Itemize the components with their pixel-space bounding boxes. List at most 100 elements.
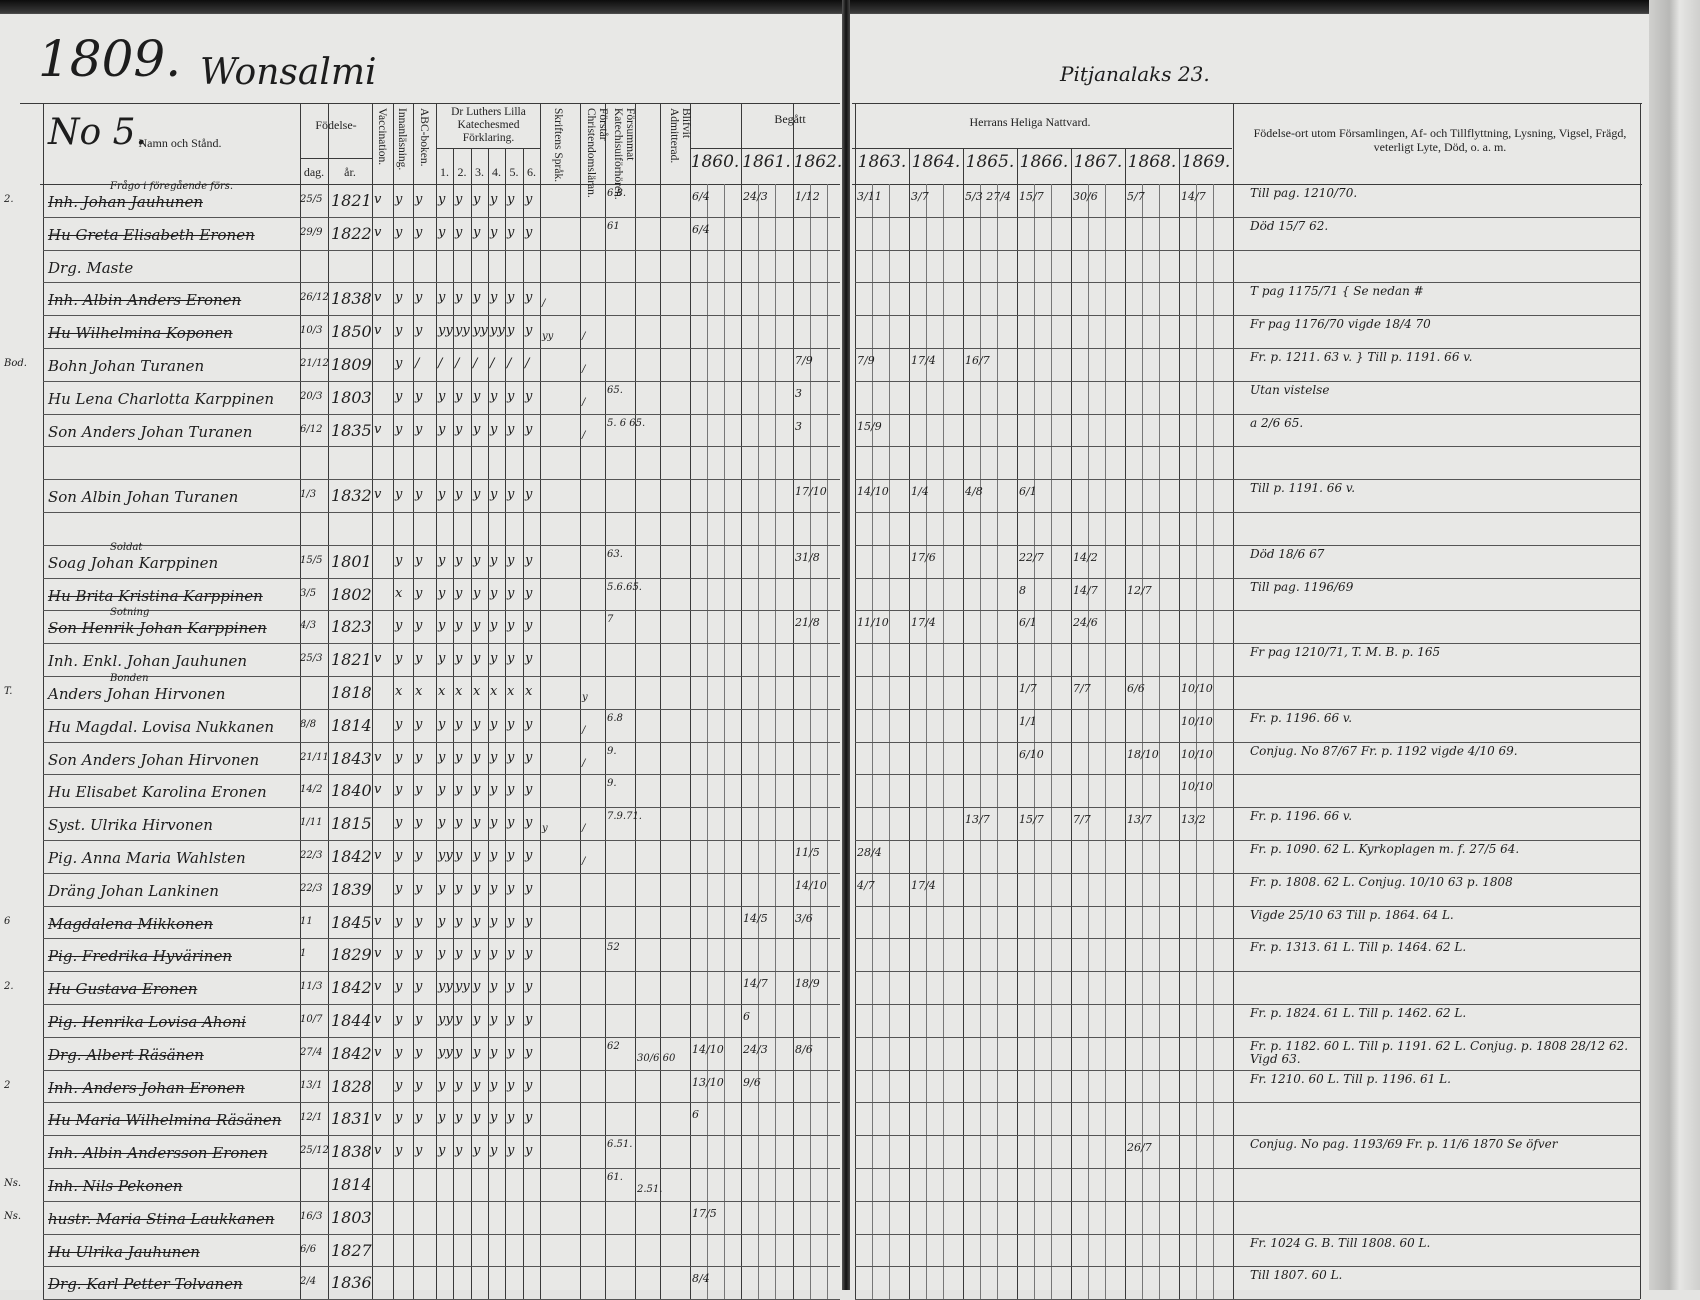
exam-mark: yy	[438, 1012, 453, 1027]
rule-line	[855, 1233, 1640, 1235]
exam-mark: y	[438, 946, 446, 962]
exam-mark: y	[525, 1044, 533, 1060]
rule-line	[43, 774, 840, 776]
exam-mark: y	[490, 618, 498, 634]
exam-mark: y	[395, 1110, 403, 1126]
remark-text: Vigde 25/10 63 Till p. 1864. 64 L.	[1250, 907, 1454, 922]
exam-mark: y	[415, 651, 423, 667]
exam-mark: x	[473, 684, 481, 699]
header-catechism: Dr Luthers Lilla Katechesmed Förklaring.	[451, 106, 526, 144]
exam-mark: y	[438, 782, 446, 798]
remark-text: Till p. 1191. 66 v.	[1250, 481, 1356, 496]
exam-mark: y	[473, 1110, 481, 1126]
communion-date: 11/10	[857, 616, 889, 630]
communion-date: 7/7	[1073, 813, 1091, 827]
person-name: Hu Brita Kristina Karppinen	[48, 586, 263, 605]
exam-mark: y	[525, 782, 533, 798]
rule-line	[471, 148, 472, 1300]
exam-mark: y	[525, 388, 533, 404]
exam-mark: y	[507, 651, 515, 667]
communion-date: 18/10	[1127, 747, 1159, 761]
exam-mark: x	[395, 684, 403, 699]
register-row: Pig. Henrika Lovisa Ahoni 10/7 1844 v y y yy y y…	[0, 1004, 1650, 1037]
exam-mark: y	[438, 388, 446, 404]
exam-mark: y	[395, 388, 403, 404]
birth-year: 1840	[331, 781, 372, 801]
rule-line	[43, 1102, 840, 1104]
exam-mark: v	[374, 749, 382, 765]
exam-mark: y	[525, 979, 533, 995]
birth-day: 20/3	[300, 390, 323, 402]
header-bottom-rule	[40, 184, 840, 185]
communion-date: 14/2	[1073, 550, 1098, 564]
exam-mark: y	[473, 815, 481, 831]
rule-line	[855, 938, 1640, 940]
communion-date: 6/6	[1127, 682, 1145, 695]
person-name: Hu Magdal. Lovisa Nukkanen	[48, 717, 275, 736]
communion-date: 14/10	[857, 485, 889, 499]
rule-line	[43, 249, 840, 251]
exam-mark: y	[473, 848, 481, 863]
rule-line	[855, 1036, 1640, 1038]
birth-year: 1845	[331, 912, 372, 932]
exam-mark: y	[507, 749, 515, 765]
exam-mark: y	[473, 1012, 481, 1027]
birth-day: 10/7	[300, 1014, 323, 1025]
exam-mark: y	[415, 388, 423, 404]
exam-mark: y	[490, 1012, 498, 1027]
exam-mark: yy	[455, 323, 470, 339]
communion-date: 8	[1019, 583, 1026, 597]
exam-note: 5.6.65.	[607, 581, 642, 593]
exam-mark: y	[455, 782, 463, 798]
exam-mark: /	[455, 356, 460, 371]
birth-year: 1843	[331, 748, 372, 768]
exam-mark: y	[455, 815, 463, 831]
person-name: Son Anders Johan Hirvonen	[48, 750, 260, 769]
header-scripture: Skriftens Språk.	[552, 108, 564, 183]
remark-text: Fr. p. 1211. 63 v. } Till p. 1191. 66 v.	[1250, 350, 1473, 364]
birth-day: 11/3	[300, 981, 323, 993]
register-row: Drg. Karl Petter Tolvanen 2/4 1836 8/4 Till …	[0, 1266, 1650, 1299]
remark-text: Fr. p. 1196. 66 v.	[1250, 710, 1353, 725]
exam-mark: v	[374, 487, 382, 503]
birth-day: 2/4	[300, 1276, 317, 1288]
rule-line	[855, 774, 1640, 776]
exam-mark: y	[490, 913, 498, 929]
register-row: Hu Elisabet Karolina Eronen 14/2 1840 v y y y y…	[0, 774, 1650, 807]
communion-date: 17/4	[911, 354, 936, 367]
rule-line	[855, 380, 1640, 382]
rule-line	[43, 479, 840, 481]
register-row: Inh. Enkl. Johan Jauhunen 25/3 1821 v y y y y y y…	[0, 643, 1650, 676]
header-year-column: 1866.	[1019, 152, 1069, 172]
exam-mark: y	[395, 979, 403, 995]
exam-mark: y	[507, 1110, 515, 1126]
person-name: Inh. Johan Jauhunen	[48, 193, 203, 211]
exam-mark: y	[525, 1012, 533, 1027]
register-row: Syst. Ulrika Hirvonen 1/11 1815 y y y y y y y y y/7…	[0, 807, 1650, 840]
rule-line	[43, 315, 840, 317]
remark-text: Fr. 1210. 60 L. Till p. 1196. 61 L.	[1250, 1071, 1451, 1086]
exam-mark: y	[455, 1143, 463, 1159]
birth-year: 1814	[331, 715, 372, 735]
exam-mark: y	[395, 552, 403, 568]
communion-date: 14/10	[692, 1042, 724, 1056]
exam-mark: y	[473, 618, 481, 634]
rule-line	[855, 840, 1640, 841]
exam-mark: y	[473, 290, 481, 306]
header-year-column: 1865.	[965, 152, 1015, 172]
exam-mark: y	[438, 290, 446, 306]
exam-mark: y	[490, 487, 498, 503]
rule-line	[43, 413, 840, 415]
exam-mark: yy	[455, 979, 470, 995]
exam-mark: y	[473, 192, 481, 207]
register-row: Hu Magdal. Lovisa Nukkanen 8/8 1814 y y y y y y y…	[0, 709, 1650, 742]
header-catechism-part: 5.	[509, 165, 519, 179]
communion-date: 21/8	[795, 616, 820, 630]
rule-line	[855, 103, 856, 1300]
communion-date: 10/10	[1181, 780, 1213, 794]
remark-text: Fr. p. 1313. 61 L. Till p. 1464. 62 L.	[1250, 940, 1467, 955]
communion-date: 14/7	[1181, 190, 1206, 203]
register-row: Soldat Soag Johan Karppinen 15/5 1801 y y y y y y…	[0, 541, 1650, 578]
exam-mark: y	[455, 1044, 463, 1060]
name-annotation: Soldat	[110, 541, 143, 553]
